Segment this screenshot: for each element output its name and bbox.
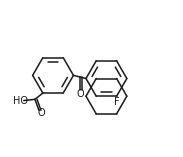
Text: O: O xyxy=(38,108,46,118)
Text: HO: HO xyxy=(13,96,28,106)
Text: O: O xyxy=(77,89,85,99)
Text: F: F xyxy=(114,97,120,107)
